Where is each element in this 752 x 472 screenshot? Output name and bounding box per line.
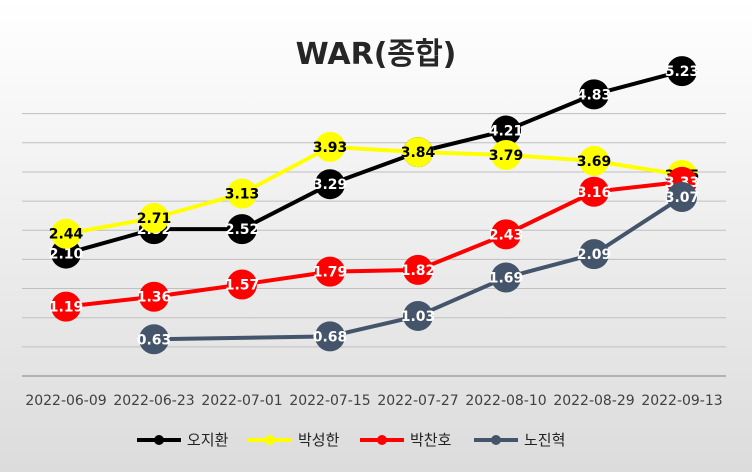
legend: 오지환 박성한 박찬호 노진혁	[137, 431, 565, 449]
data-label: 2.71	[137, 211, 172, 227]
data-point	[491, 140, 521, 171]
data-label: 3.93	[313, 140, 348, 156]
x-tick-label: 2022-08-29	[553, 393, 634, 409]
data-point	[491, 115, 521, 146]
data-label: 0.63	[137, 332, 172, 348]
data-label: 1.19	[49, 300, 84, 316]
data-label: 4.21	[489, 124, 524, 140]
series-group: 2.102.522.523.293.844.214.835.232.442.71…	[49, 56, 700, 355]
data-point	[51, 291, 81, 322]
data-label: 5.23	[665, 64, 700, 80]
data-label: 2.09	[577, 247, 612, 263]
data-label: 2.10	[49, 247, 84, 263]
x-tick-label: 2022-06-09	[25, 393, 106, 409]
data-label: 1.82	[401, 263, 436, 279]
series-line	[152, 191, 244, 221]
x-tick-label: 2022-07-15	[289, 393, 370, 409]
data-label: 3.69	[577, 154, 612, 170]
data-point	[227, 214, 257, 245]
series-line	[416, 275, 508, 318]
data-point	[403, 300, 433, 331]
series-line	[416, 232, 508, 272]
data-point	[139, 203, 169, 234]
data-point	[579, 176, 609, 207]
data-label: 1.03	[401, 309, 436, 325]
legend-swatch-marker	[491, 435, 501, 445]
series-line	[240, 182, 332, 232]
series-line	[592, 69, 684, 97]
data-point	[579, 79, 609, 110]
data-label: 3.29	[313, 177, 348, 193]
data-point	[315, 131, 345, 162]
chart-title: WAR(종합)	[296, 37, 457, 72]
series-노진혁: 0.63 0.68 1.03 1.69 2.09 3.07	[137, 182, 700, 355]
legend-label: 노진혁	[524, 431, 565, 449]
data-label: 3.79	[489, 148, 524, 164]
series-박찬호: 1.191.361.571.791.822.433.163.33	[49, 166, 699, 322]
series-line	[328, 150, 420, 187]
data-point	[667, 182, 697, 213]
data-label: 3.84	[401, 145, 436, 161]
series-line	[504, 189, 596, 237]
series-line	[416, 128, 508, 155]
legend-swatch-marker	[265, 435, 275, 445]
data-label: 2.52	[225, 222, 260, 238]
data-point	[315, 169, 345, 200]
data-point	[579, 239, 609, 270]
data-label: 1.36	[137, 290, 172, 306]
data-label: 4.83	[577, 87, 612, 103]
legend-swatch-marker	[377, 435, 387, 445]
data-label: 1.57	[225, 277, 260, 293]
series-line	[328, 313, 420, 339]
x-tick-label: 2022-06-23	[113, 393, 194, 409]
x-axis: 2022-06-09 2022-06-23 2022-07-01 2022-07-15…	[22, 375, 726, 409]
series-line	[152, 334, 332, 342]
data-point	[227, 269, 257, 300]
data-point	[579, 145, 609, 176]
legend-label: 오지환	[187, 431, 229, 449]
data-point	[403, 254, 433, 285]
data-point	[139, 324, 169, 355]
x-tick-label: 2022-07-27	[377, 393, 458, 409]
x-tick-label: 2022-08-10	[465, 393, 546, 409]
data-point	[51, 218, 81, 249]
legend-label: 박성한	[298, 431, 340, 449]
series-line	[504, 252, 596, 280]
x-tick-label: 2022-07-01	[201, 393, 282, 409]
legend-label: 박찬호	[410, 431, 452, 449]
data-point	[403, 137, 433, 168]
data-point	[315, 321, 345, 352]
data-point	[491, 262, 521, 293]
data-point	[667, 56, 697, 87]
series-line	[240, 144, 332, 196]
data-label: 3.07	[665, 190, 700, 206]
data-point	[491, 219, 521, 250]
data-point	[227, 178, 257, 209]
data-point	[139, 281, 169, 312]
data-point	[315, 256, 345, 287]
data-label: 2.43	[489, 227, 524, 243]
data-label: 3.16	[577, 185, 612, 201]
data-label: 1.79	[313, 265, 348, 281]
series-line	[504, 92, 596, 133]
x-tick-label: 2022-09-13	[641, 393, 722, 409]
data-label: 3.13	[225, 187, 260, 203]
data-label: 0.68	[313, 329, 348, 345]
series-line	[592, 195, 684, 257]
legend-swatch-marker	[154, 435, 164, 445]
series-line	[64, 227, 156, 256]
data-label: 2.44	[49, 227, 84, 243]
data-label: 1.69	[489, 270, 524, 286]
gridlines	[22, 113, 726, 348]
